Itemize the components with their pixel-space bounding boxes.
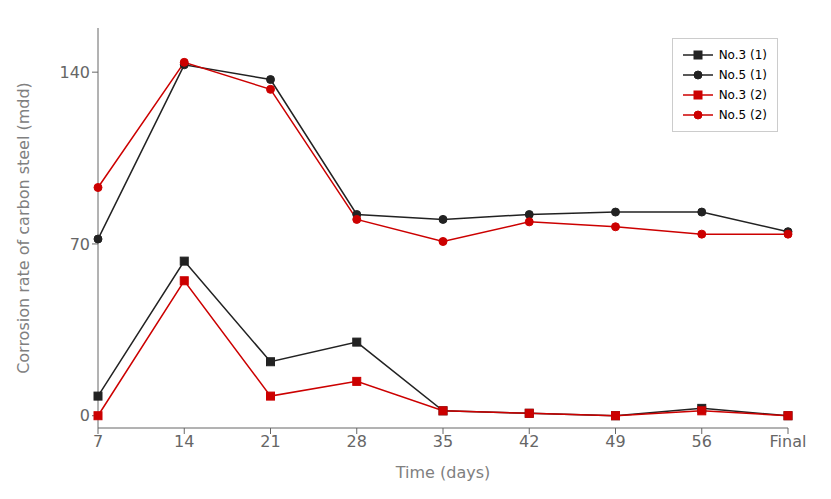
svg-text:42: 42: [519, 432, 539, 451]
svg-text:14: 14: [174, 432, 194, 451]
html-text:No.5 (2): No.5 (2): [718, 108, 767, 122]
html-text:No.5 (1): No.5 (1): [718, 68, 767, 82]
svg-text:Time (days): Time (days): [395, 463, 491, 482]
svg-text:Final: Final: [770, 432, 807, 451]
svg-text:140: 140: [59, 63, 90, 82]
html-text:No.3 (1): No.3 (1): [718, 48, 767, 62]
svg-text:0: 0: [80, 406, 90, 425]
svg-text:7: 7: [93, 432, 103, 451]
html-text:No.3 (2): No.3 (2): [718, 88, 767, 102]
svg-text:56: 56: [692, 432, 712, 451]
svg-text:28: 28: [347, 432, 367, 451]
svg-text:21: 21: [260, 432, 280, 451]
svg-text:35: 35: [433, 432, 453, 451]
svg-text:Corrosion rate of carbon steel: Corrosion rate of carbon steel (mdd): [14, 82, 33, 374]
svg-text:70: 70: [70, 235, 90, 254]
svg-text:49: 49: [605, 432, 625, 451]
